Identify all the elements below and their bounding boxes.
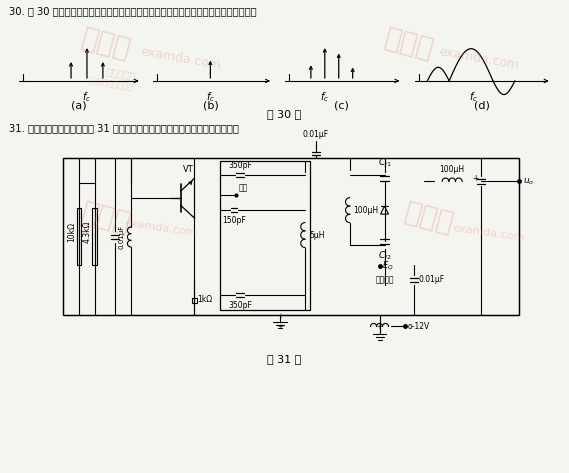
Text: examda.com: examda.com	[124, 218, 197, 238]
Text: 考试大: 考试大	[78, 198, 134, 238]
Text: $E_Q$: $E_Q$	[382, 259, 393, 272]
Text: 100µH: 100µH	[440, 166, 465, 175]
Text: (c): (c)	[334, 101, 349, 111]
Text: $f_c$: $f_c$	[468, 90, 477, 104]
Text: 题 31 图: 题 31 图	[267, 354, 301, 364]
Bar	[192, 298, 197, 303]
Bar	[220, 161, 310, 309]
Text: 0.01µF: 0.01µF	[303, 130, 329, 139]
Bar	[76, 208, 81, 265]
Text: 1kΩ: 1kΩ	[197, 295, 213, 304]
Text: (b): (b)	[204, 101, 219, 111]
Text: 150pF: 150pF	[222, 216, 246, 225]
Text: $f_c$: $f_c$	[320, 90, 329, 104]
Text: 31. 变容二极管调频电路如题 31 图所示，试画出该调频振荡器的高频交流通路。: 31. 变容二极管调频电路如题 31 图所示，试画出该调频振荡器的高频交流通路。	[9, 123, 239, 134]
Text: 350pF: 350pF	[228, 301, 252, 310]
Text: o-12V: o-12V	[407, 322, 430, 331]
Text: 中国教育考试门户网: 中国教育考试门户网	[88, 76, 134, 92]
Text: examda.com: examda.com	[438, 45, 520, 72]
Text: 考试门户网: 考试门户网	[105, 67, 136, 81]
Text: +: +	[277, 313, 283, 318]
Text: $f_c$: $f_c$	[83, 90, 92, 104]
Text: $C_{j2}$: $C_{j2}$	[378, 250, 391, 263]
Bar	[92, 208, 97, 265]
Text: $u_o$: $u_o$	[523, 176, 534, 186]
Text: $C_{j1}$: $C_{j1}$	[378, 158, 391, 170]
Text: (d): (d)	[474, 101, 490, 111]
Text: 0.01µF: 0.01µF	[418, 275, 444, 284]
Text: 考试大: 考试大	[402, 198, 457, 238]
Text: (a): (a)	[71, 101, 87, 111]
Text: VT: VT	[183, 166, 193, 175]
Text: 考试大: 考试大	[382, 24, 437, 64]
Text: 10kΩ: 10kΩ	[67, 222, 76, 242]
Text: 直流偏压: 直流偏压	[376, 276, 394, 285]
Text: 4.3kΩ: 4.3kΩ	[83, 221, 92, 243]
Text: examda.com: examda.com	[139, 45, 222, 72]
Text: 30. 题 30 图所示四种已调信号的频谱结构，试分析判断它们各属于哪种已调信号频谱。: 30. 题 30 图所示四种已调信号的频谱结构，试分析判断它们各属于哪种已调信号…	[9, 6, 257, 17]
Text: 题 30 图: 题 30 图	[267, 109, 301, 119]
Text: 350pF: 350pF	[228, 161, 252, 170]
Text: $f_c$: $f_c$	[206, 90, 215, 104]
Text: +: +	[277, 324, 283, 331]
Text: 0.01µF: 0.01µF	[119, 225, 125, 249]
Text: 考试大: 考试大	[78, 24, 134, 64]
Text: examda.com: examda.com	[452, 223, 526, 243]
Text: 100µH: 100µH	[354, 206, 379, 215]
Text: 5µH: 5µH	[309, 230, 324, 239]
Text: 输出: 输出	[238, 183, 248, 192]
Text: +: +	[377, 324, 382, 331]
Bar	[63, 158, 519, 315]
Text: +: +	[472, 174, 479, 183]
